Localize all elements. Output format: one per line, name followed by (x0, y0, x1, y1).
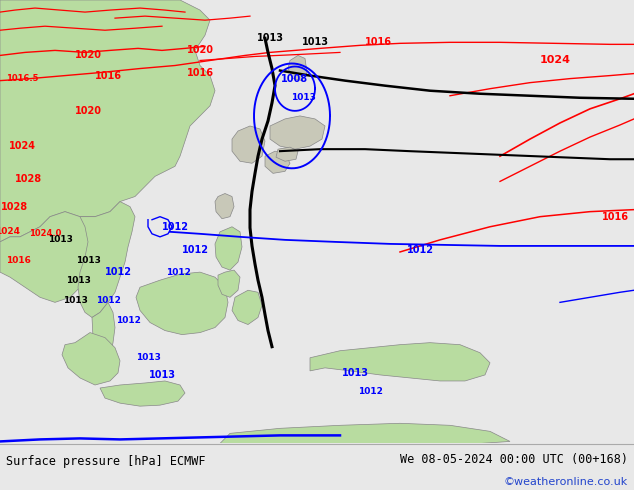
Text: 1016: 1016 (6, 255, 30, 265)
Text: 1024: 1024 (0, 227, 20, 236)
Text: 1013: 1013 (290, 93, 316, 102)
Text: 1012: 1012 (165, 268, 190, 277)
Polygon shape (270, 116, 325, 149)
Text: 1013: 1013 (257, 33, 283, 43)
Text: 1016: 1016 (186, 68, 214, 77)
Polygon shape (276, 147, 298, 161)
Polygon shape (215, 227, 242, 270)
Polygon shape (0, 212, 100, 302)
Polygon shape (265, 151, 290, 173)
Text: 1013: 1013 (302, 37, 328, 48)
Text: Surface pressure [hPa] ECMWF: Surface pressure [hPa] ECMWF (6, 455, 206, 467)
Text: 1012: 1012 (105, 267, 131, 277)
Polygon shape (92, 302, 115, 373)
Text: 1012: 1012 (96, 296, 120, 305)
Polygon shape (220, 423, 510, 443)
Text: 1024.0: 1024.0 (29, 229, 61, 238)
Text: 1028: 1028 (15, 174, 42, 184)
Text: 1024: 1024 (540, 55, 571, 66)
Polygon shape (78, 201, 135, 318)
Text: 1012: 1012 (115, 316, 141, 325)
Text: 1016: 1016 (602, 212, 628, 221)
Text: 1013: 1013 (63, 296, 87, 305)
Polygon shape (310, 343, 490, 381)
Polygon shape (136, 272, 228, 335)
Text: 1013: 1013 (136, 353, 160, 362)
Text: 1013: 1013 (48, 235, 72, 245)
Text: We 08-05-2024 00:00 UTC (00+168): We 08-05-2024 00:00 UTC (00+168) (399, 453, 628, 466)
Text: 1028: 1028 (1, 201, 29, 212)
Polygon shape (215, 194, 234, 219)
Text: 1012: 1012 (406, 245, 434, 255)
Text: 1008: 1008 (281, 74, 309, 84)
Polygon shape (232, 126, 265, 163)
Text: 1020: 1020 (75, 50, 101, 60)
Text: 1013: 1013 (75, 255, 100, 265)
Text: 1016: 1016 (94, 71, 122, 80)
Text: 1013: 1013 (148, 370, 176, 380)
Text: 1013: 1013 (342, 368, 368, 378)
Text: 1020: 1020 (75, 106, 101, 116)
Text: 1016.5: 1016.5 (6, 74, 38, 83)
Text: 1020: 1020 (186, 46, 214, 55)
Text: 1012: 1012 (162, 222, 188, 232)
Text: 1012: 1012 (181, 245, 209, 255)
Text: 1013: 1013 (65, 276, 91, 285)
Text: ©weatheronline.co.uk: ©weatheronline.co.uk (503, 477, 628, 487)
Text: 1024: 1024 (8, 141, 36, 151)
Polygon shape (62, 333, 120, 385)
Text: 1012: 1012 (358, 387, 382, 395)
Text: 1016: 1016 (365, 37, 392, 48)
Polygon shape (218, 270, 240, 297)
Polygon shape (0, 0, 215, 242)
Polygon shape (100, 381, 185, 406)
Polygon shape (232, 290, 262, 324)
Polygon shape (288, 55, 307, 81)
